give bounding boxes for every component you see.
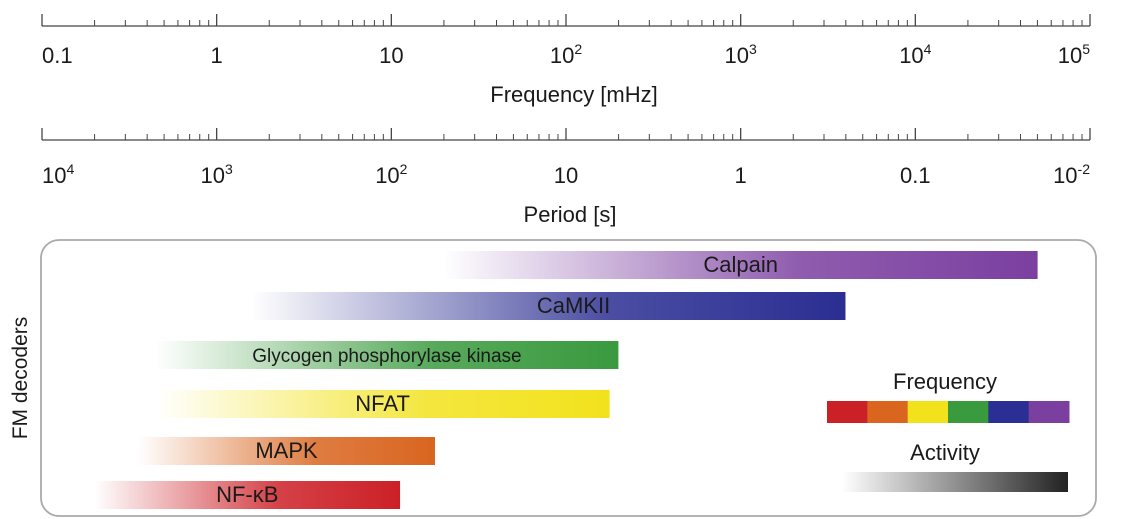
decoder-label: MAPK: [255, 438, 318, 463]
period-tick-label: 1: [735, 163, 747, 188]
frequency-tick-label: 1: [211, 43, 223, 68]
decoder-label: CaMKII: [537, 293, 610, 318]
frequency-scale-segment: [908, 401, 949, 423]
period-tick-label: 102: [375, 161, 407, 188]
period-tick-label: 103: [201, 161, 233, 188]
period-tick-label: 0.1: [900, 163, 931, 188]
period-tick-label: 10-2: [1053, 161, 1090, 188]
frequency-axis-ticks: [42, 14, 1090, 26]
frequency-scale-segment: [988, 401, 1029, 423]
fm-decoders-label: FM decoders: [9, 317, 32, 440]
frequency-tick-label: 10: [379, 43, 403, 68]
frequency-scale-segment: [867, 401, 908, 423]
decoder-label: Glycogen phosphorylase kinase: [252, 346, 521, 367]
frequency-scale-segment: [827, 401, 868, 423]
period-tick-label: 104: [42, 161, 74, 188]
decoder-label: NF-κB: [216, 482, 278, 507]
frequency-scale-segment: [1029, 401, 1070, 423]
fm-decoders-panel: FM decoders Calpain CaMKII Glycogen phosph…: [9, 240, 1096, 516]
legend-frequency-label: Frequency: [893, 369, 997, 394]
legend-activity-label: Activity: [910, 440, 980, 465]
legend: Frequency Activity: [827, 369, 1070, 492]
decoder-mapk: MAPK: [138, 437, 435, 465]
frequency-tick-label: 0.1: [42, 43, 73, 68]
decoder-nfat: NFAT: [156, 390, 610, 418]
frequency-axis-title: Frequency [mHz]: [490, 82, 658, 107]
frequency-axis: 0.1 1 10 102 103 104 105 Frequency [mHz]: [42, 14, 1090, 107]
period-tick-label: 10: [554, 163, 578, 188]
frequency-scale-segment: [948, 401, 989, 423]
frequency-color-scale: [827, 401, 1070, 423]
period-axis-ticks: [42, 128, 1090, 140]
decoder-nf-b: NF-κB: [94, 481, 400, 509]
activity-gradient-bar: [842, 472, 1068, 492]
frequency-tick-label: 104: [899, 41, 931, 68]
decoder-label: NFAT: [355, 391, 410, 416]
decoder-label: Calpain: [703, 252, 778, 277]
period-axis-title: Period [s]: [524, 202, 617, 227]
frequency-tick-label: 105: [1058, 41, 1090, 68]
frequency-tick-label: 102: [550, 41, 582, 68]
frequency-tick-label: 103: [725, 41, 757, 68]
decoder-camkii: CaMKII: [252, 292, 846, 320]
decoder-calpain: Calpain: [444, 251, 1038, 279]
period-axis: 104 103 102 10 1 0.1 10-2 Period [s]: [42, 128, 1090, 227]
frequency-tick-labels: 0.1 1 10 102 103 104 105: [42, 41, 1090, 68]
decoder-glycogen-phosphorylase-kinase: Glycogen phosphorylase kinase: [156, 341, 619, 369]
period-tick-labels: 104 103 102 10 1 0.1 10-2: [42, 161, 1090, 188]
